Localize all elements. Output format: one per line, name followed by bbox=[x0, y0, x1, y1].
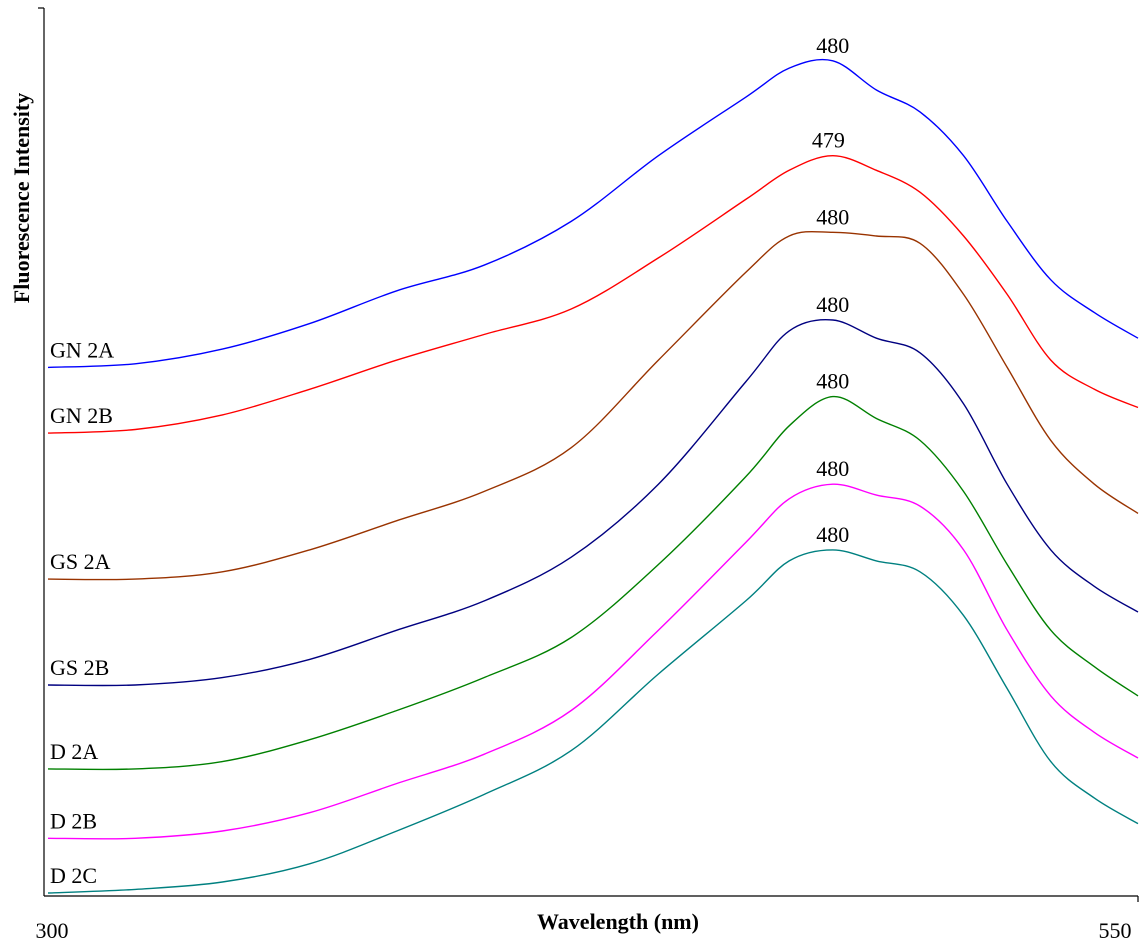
peak-label-gs-2a: 480 bbox=[816, 204, 849, 229]
series-label-gn-2b: GN 2B bbox=[50, 403, 113, 428]
series-label-d-2b: D 2B bbox=[50, 808, 97, 833]
series-label-d-2a: D 2A bbox=[50, 739, 98, 764]
series-line-gn-2b bbox=[47, 154, 1139, 434]
series-line-d-2b bbox=[47, 483, 1139, 840]
series-label-gs-2a: GS 2A bbox=[50, 549, 111, 574]
series-label-d-2c: D 2C bbox=[50, 863, 97, 888]
x-tick-label-max: 550 bbox=[1099, 918, 1132, 943]
series-line-gs-2b bbox=[47, 318, 1139, 687]
x-tick-label-min: 300 bbox=[36, 918, 69, 943]
series-line-d-2c bbox=[47, 549, 1139, 894]
series-line-gn-2a bbox=[47, 58, 1139, 369]
series-label-gs-2b: GS 2B bbox=[50, 655, 109, 680]
peak-label-d-2b: 480 bbox=[816, 456, 849, 481]
peak-label-gs-2b: 480 bbox=[816, 292, 849, 317]
series-line-d-2a bbox=[47, 395, 1139, 771]
peak-label-gn-2b: 479 bbox=[812, 128, 845, 153]
peak-label-d-2a: 480 bbox=[816, 369, 849, 394]
series-line-gs-2a bbox=[47, 230, 1139, 581]
x-axis-title: Wavelength (nm) bbox=[537, 909, 699, 934]
series-layer: GN 2A 480 GN 2B 479 GS 2A 480 GS 2B 480 D 2A 480 D… bbox=[47, 33, 1139, 894]
y-axis-title: Fluorescence Intensity bbox=[9, 93, 34, 303]
series-label-gn-2a: GN 2A bbox=[50, 337, 114, 362]
peak-label-d-2c: 480 bbox=[816, 522, 849, 547]
peak-label-gn-2a: 480 bbox=[816, 33, 849, 58]
